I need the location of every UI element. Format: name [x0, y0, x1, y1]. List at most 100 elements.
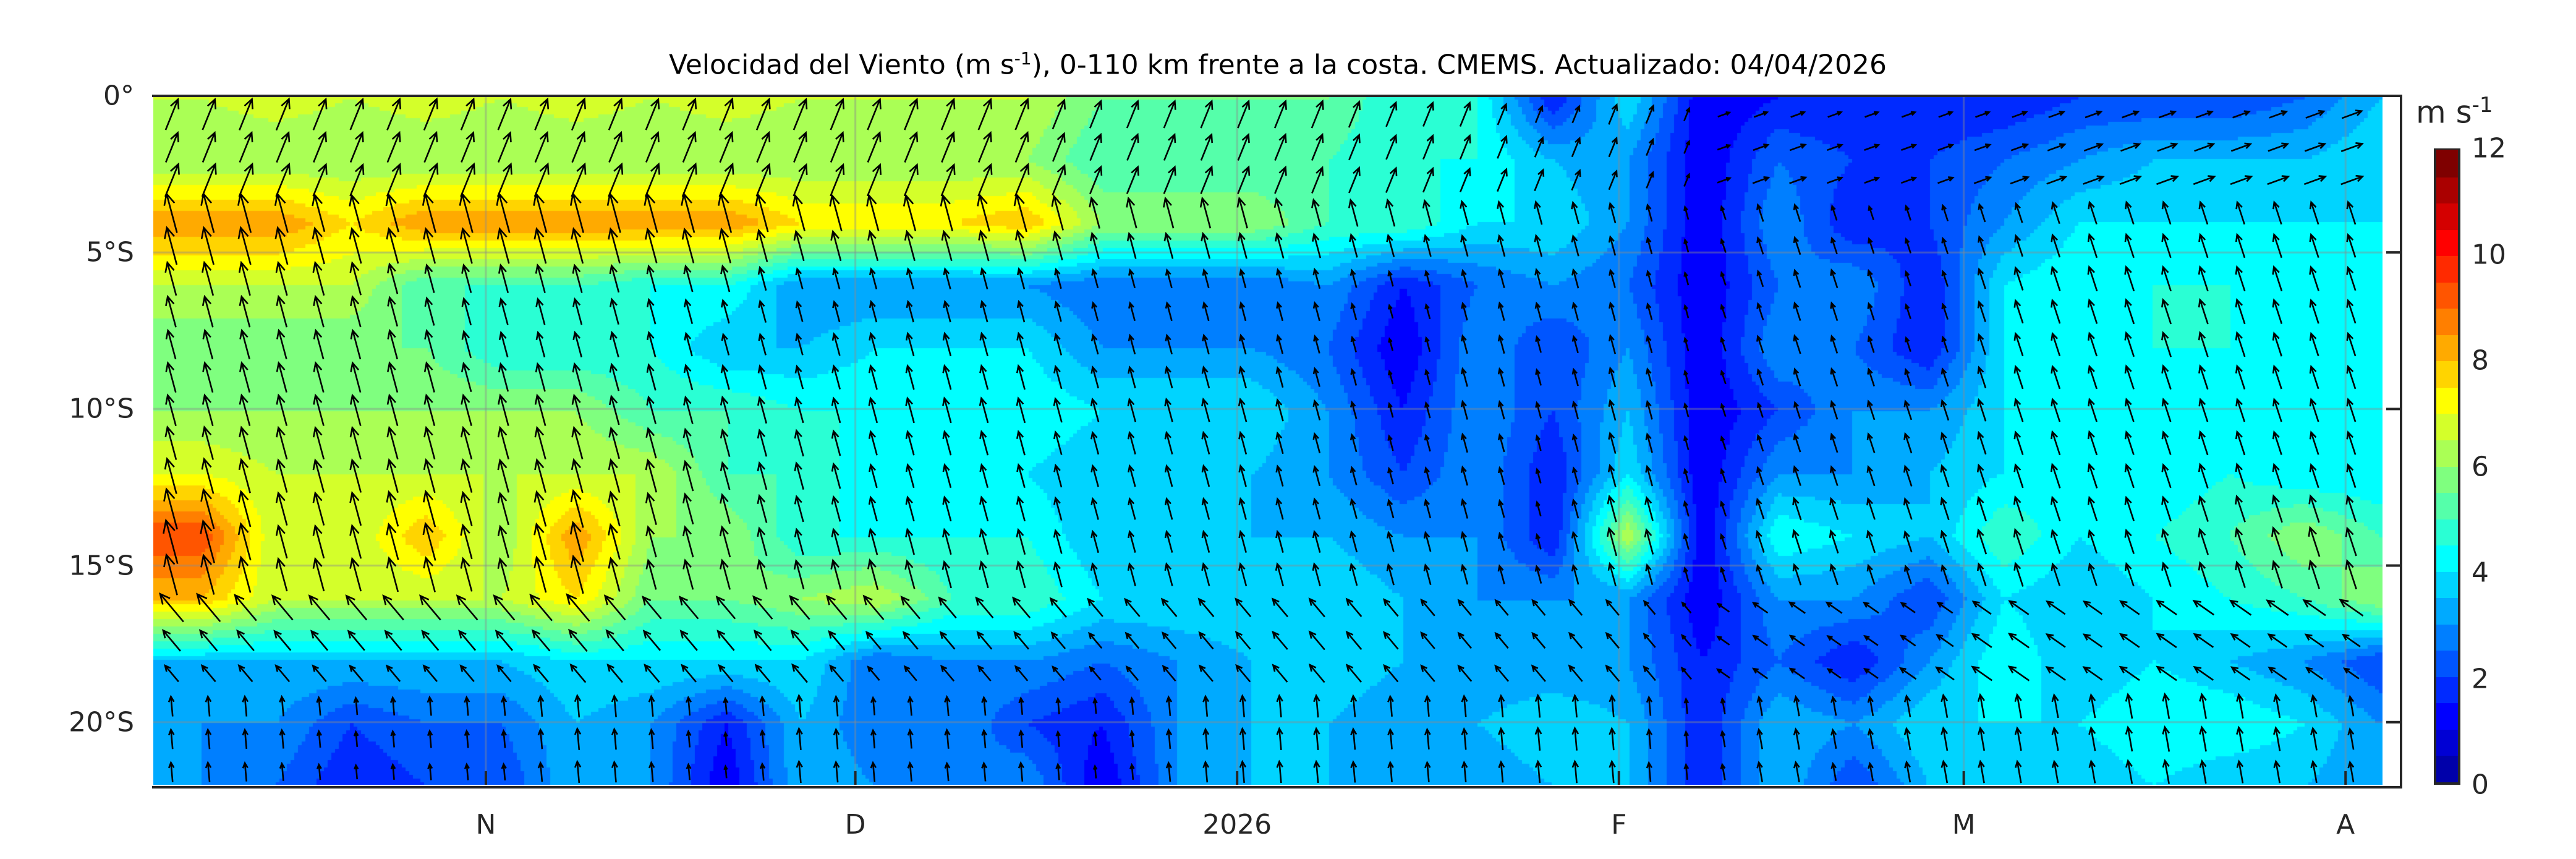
wind-arrow [2198, 561, 2209, 588]
wind-arrow [1128, 464, 1136, 487]
wind-arrow [868, 527, 878, 555]
wind-arrow [537, 694, 545, 717]
wind-arrow [165, 294, 177, 328]
wind-arrow [1683, 468, 1690, 484]
wind-arrow [1830, 761, 1837, 781]
wind-arrow [609, 263, 620, 293]
wind-arrow [1866, 563, 1876, 585]
wind-arrow [2156, 633, 2177, 648]
wind-arrow [168, 761, 175, 782]
wind-arrow [1202, 727, 1210, 750]
wind-arrow [419, 594, 441, 621]
wind-arrow [1607, 494, 1617, 523]
wind-arrow [1940, 431, 1950, 454]
wind-arrow [2230, 666, 2251, 681]
wind-arrow [1973, 176, 1992, 184]
wind-arrow [830, 97, 845, 130]
wind-arrow [940, 194, 953, 231]
wind-arrow [1937, 143, 1955, 152]
wind-arrow [239, 97, 253, 130]
wind-arrow [1793, 401, 1801, 419]
wind-arrow [1683, 304, 1690, 318]
wind-arrow [681, 664, 697, 683]
wind-arrow [2302, 599, 2326, 617]
wind-arrow [1126, 165, 1139, 194]
wind-arrow [2051, 529, 2061, 554]
wind-arrow [196, 592, 221, 622]
wind-arrow [2235, 430, 2246, 456]
wind-arrow [238, 162, 254, 197]
wind-arrow [423, 361, 435, 393]
wind-arrow [1866, 464, 1876, 487]
wind-arrow [978, 229, 990, 262]
wind-arrow [1720, 532, 1727, 550]
wind-arrow [1494, 631, 1509, 649]
wind-arrow [493, 594, 516, 621]
wind-arrow [1905, 336, 1911, 353]
wind-arrow [2346, 299, 2357, 324]
wind-arrow [1903, 694, 1911, 717]
wind-arrow [1830, 268, 1838, 289]
wind-arrow [460, 490, 473, 526]
wind-arrow [2047, 143, 2067, 152]
wind-arrow [279, 761, 286, 781]
wind-arrow [754, 664, 771, 683]
wind-arrow [1971, 633, 1992, 648]
wind-arrow [349, 261, 362, 296]
wind-arrow [1752, 635, 1768, 647]
wind-arrow [981, 695, 988, 716]
wind-arrow [2013, 495, 2024, 522]
wind-arrow [165, 393, 177, 426]
wind-arrow [1977, 300, 1986, 322]
wind-arrow [242, 761, 249, 782]
wind-arrow [608, 458, 621, 493]
wind-arrow [1720, 566, 1727, 583]
wind-arrow [164, 226, 178, 265]
wind-arrow [2236, 725, 2244, 752]
wind-arrow [165, 328, 177, 360]
wind-arrow [2161, 297, 2172, 325]
colorbar-band [2436, 412, 2458, 440]
wind-arrow [202, 328, 214, 360]
wind-arrow [350, 328, 362, 360]
wind-arrow [606, 663, 623, 683]
wind-arrow [1164, 562, 1173, 586]
wind-arrow [1497, 301, 1505, 321]
wind-arrow [1238, 529, 1247, 553]
wind-arrow [2083, 175, 2105, 185]
wind-arrow [1054, 300, 1062, 322]
wind-arrow [2008, 600, 2030, 615]
wind-arrow [2050, 265, 2061, 291]
colorbar-band [2436, 728, 2458, 756]
wind-arrow [2346, 200, 2357, 225]
wind-arrow [831, 462, 841, 489]
wind-arrow [2309, 233, 2319, 259]
wind-arrow [2272, 298, 2283, 324]
wind-arrow [1053, 430, 1063, 455]
wind-arrow [1497, 531, 1505, 551]
wind-arrow [1681, 634, 1692, 647]
wind-arrow [1387, 270, 1394, 287]
wind-arrow [2235, 560, 2246, 588]
wind-arrow [2013, 397, 2024, 422]
wind-arrow [459, 192, 474, 233]
wind-arrow [1460, 234, 1469, 257]
wind-arrow [1349, 530, 1358, 553]
wind-arrow [1568, 599, 1583, 616]
wind-arrow [679, 630, 698, 651]
wind-arrow [496, 227, 510, 264]
wind-arrow [1977, 398, 1987, 422]
wind-arrow [1160, 597, 1178, 617]
wind-arrow [1090, 333, 1099, 355]
wind-arrow [979, 396, 989, 424]
wind-arrow [1903, 530, 1913, 553]
wind-arrow [1199, 196, 1212, 229]
wind-arrow [2230, 175, 2253, 186]
wind-arrow [275, 162, 291, 197]
wind-arrow [312, 97, 328, 130]
wind-arrow [720, 428, 731, 457]
wind-arrow [2272, 397, 2282, 422]
wind-arrow [496, 664, 512, 682]
colorbar-band [2436, 570, 2458, 599]
wind-arrow [1345, 664, 1362, 683]
